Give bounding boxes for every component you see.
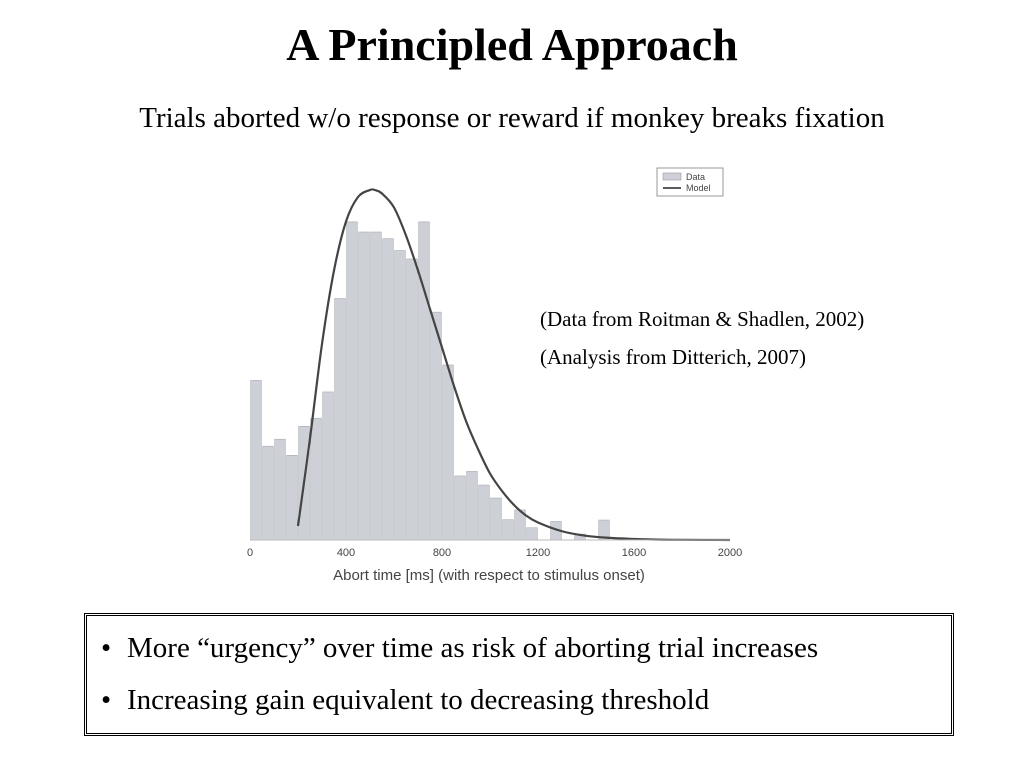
histogram-bar — [346, 221, 358, 541]
histogram-bar — [418, 221, 430, 541]
x-tick-label: 800 — [433, 547, 451, 559]
histogram-bar — [466, 471, 478, 541]
histogram-bar — [274, 438, 286, 541]
x-tick-label: 1200 — [526, 547, 550, 559]
bullet-text: Increasing gain equivalent to decreasing… — [127, 684, 710, 716]
slide-title: A Principled Approach — [286, 19, 738, 70]
x-tick-label: 400 — [337, 547, 355, 559]
histogram-bars — [250, 221, 610, 541]
x-tick-label: 1600 — [622, 547, 646, 559]
histogram-bar — [490, 497, 502, 541]
histogram-bar — [334, 298, 346, 541]
histogram-bar — [502, 519, 514, 541]
legend-frame — [656, 167, 724, 197]
x-tick-labels: 0 400 800 1200 1600 2000 — [247, 547, 742, 559]
histogram-bar — [478, 484, 490, 541]
bullet-box: • More “urgency” over time as risk of abo… — [84, 613, 954, 736]
histogram-bar — [310, 417, 322, 541]
histogram-bar — [430, 311, 442, 541]
analysis-citation: (Analysis from Ditterich, 2007) — [540, 345, 806, 369]
histogram-bar — [526, 527, 538, 541]
x-tick-label: 2000 — [718, 547, 742, 559]
histogram-bar — [394, 250, 406, 541]
bullet-item: • More “urgency” over time as risk of abo… — [101, 632, 818, 665]
histogram-bar — [322, 391, 334, 541]
model-curve — [296, 188, 731, 542]
legend-data-label: Data — [686, 172, 705, 182]
histogram-bar — [262, 445, 274, 541]
slide-subtitle: Trials aborted w/o response or reward if… — [139, 102, 885, 134]
histogram-bar — [454, 475, 466, 541]
legend-model-label: Model — [686, 183, 711, 193]
x-tick-label: 0 — [247, 547, 253, 559]
histogram-bar — [286, 454, 298, 541]
bullet-glyph: • — [101, 684, 112, 716]
histogram-bar — [250, 380, 262, 541]
histogram-bar — [406, 258, 418, 541]
bullet-glyph: • — [101, 632, 112, 664]
bullet-item: • Increasing gain equivalent to decreasin… — [101, 684, 709, 717]
abort-time-chart: 0 400 800 1200 1600 2000 Abort time [ms] (wit… — [247, 167, 742, 584]
histogram-bar — [358, 231, 370, 541]
histogram-bar — [442, 364, 454, 541]
legend: Data Model — [656, 167, 724, 197]
histogram-bar — [382, 238, 394, 541]
data-citation: (Data from Roitman & Shadlen, 2002) — [540, 307, 865, 331]
legend-data-swatch — [662, 172, 682, 181]
x-axis-label: Abort time [ms] (with respect to stimulu… — [333, 567, 645, 584]
histogram-bar — [370, 231, 382, 541]
bullet-text: More “urgency” over time as risk of abor… — [127, 632, 819, 664]
